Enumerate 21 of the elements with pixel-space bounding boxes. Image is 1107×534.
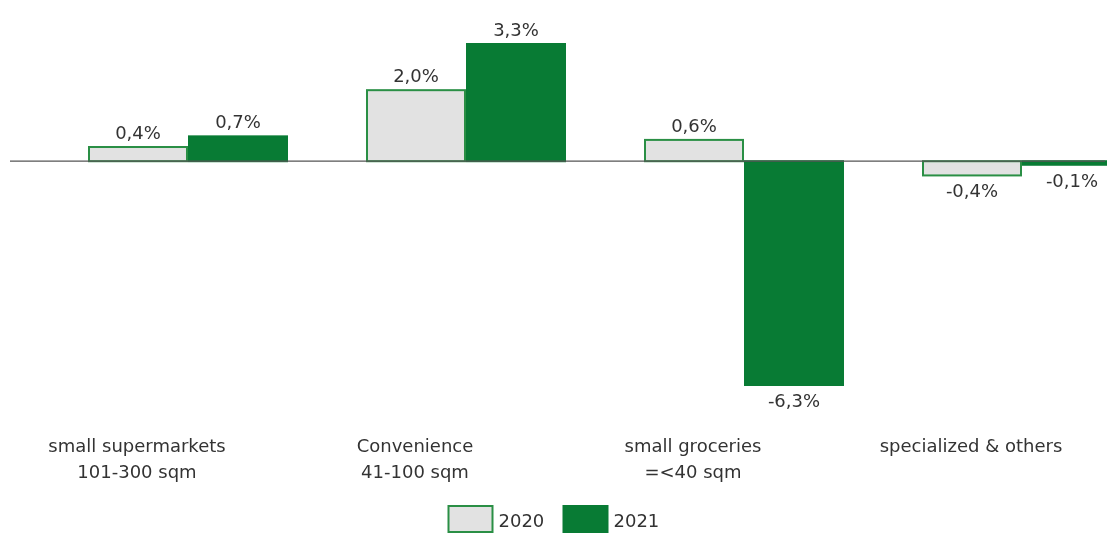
- bar: [88, 146, 188, 163]
- data-label: 2,0%: [393, 65, 439, 87]
- data-label: 0,4%: [115, 122, 161, 144]
- data-label: -6,3%: [767, 390, 821, 411]
- bar: [366, 89, 466, 163]
- x-tick-label: specialized & others: [879, 435, 1063, 456]
- data-label: -0,4%: [945, 180, 999, 202]
- data-label: 0,6%: [671, 114, 717, 136]
- data-label: 3,3%: [493, 19, 539, 40]
- legend-label: 2020: [498, 510, 545, 531]
- bar: [744, 160, 844, 386]
- bar: [188, 135, 288, 163]
- x-tick-label: small groceries =<40 sqm: [624, 435, 762, 482]
- bar: [922, 160, 1022, 177]
- bar: [466, 43, 566, 163]
- legend-label: 2021: [613, 510, 660, 531]
- x-tick-label: small supermarkets 101-300 sqm: [48, 435, 226, 482]
- data-label: 0,7%: [215, 111, 261, 133]
- data-label: -0,1%: [1045, 169, 1099, 191]
- x-tick-label: Convenience 41-100 sqm: [356, 435, 474, 482]
- bar: [644, 138, 744, 163]
